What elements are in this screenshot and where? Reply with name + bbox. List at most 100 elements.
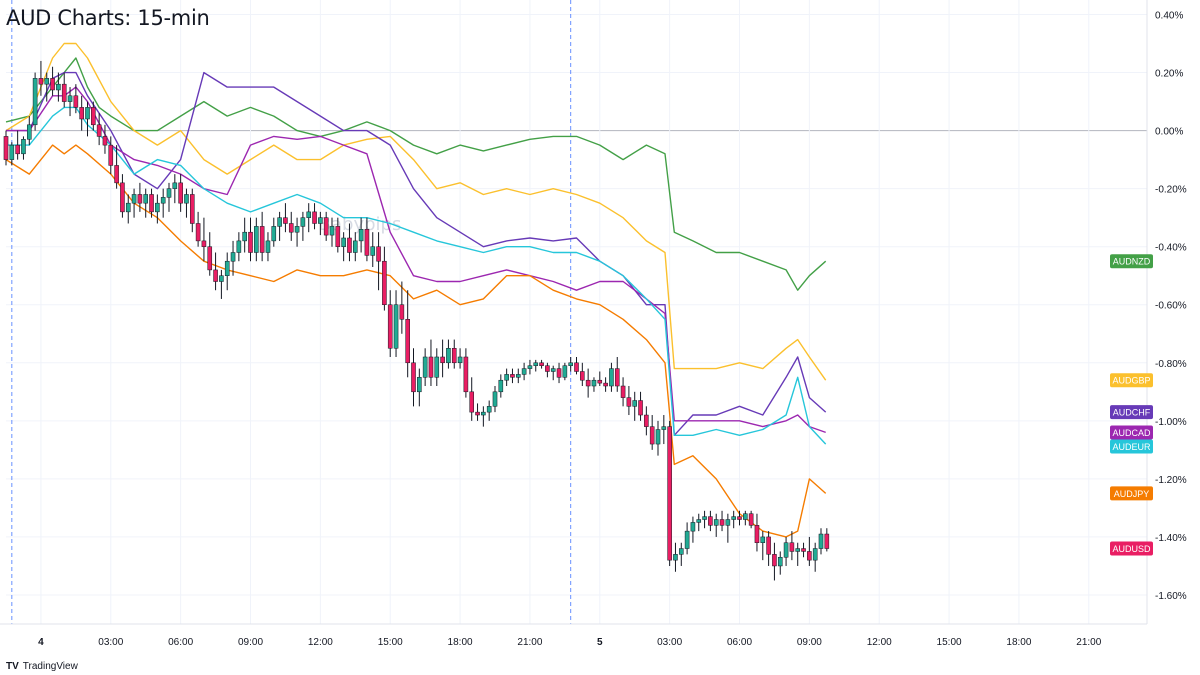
- candle-body: [440, 356, 445, 364]
- candle: [114, 145, 119, 189]
- x-tick-label: 15:00: [937, 637, 962, 648]
- candle: [277, 211, 282, 241]
- series-tag-bg: [1110, 405, 1153, 420]
- candle: [271, 217, 277, 247]
- series-tag-label: AUDUSD: [1112, 544, 1151, 554]
- series-tag-label: AUDNZD: [1113, 257, 1151, 267]
- candle: [125, 194, 131, 224]
- candle: [411, 348, 416, 407]
- candle-body: [358, 229, 364, 242]
- candle: [207, 232, 213, 276]
- candle-body: [26, 124, 32, 140]
- series-tag-bg: [1110, 541, 1153, 556]
- candle-body: [259, 226, 265, 253]
- candle: [358, 217, 364, 253]
- candle: [515, 368, 521, 384]
- candle-body: [125, 202, 131, 213]
- candle-body: [818, 533, 824, 549]
- candle-body: [417, 377, 422, 393]
- candle: [713, 513, 719, 537]
- candle-body: [603, 382, 608, 387]
- candle: [545, 362, 550, 378]
- candle: [760, 531, 766, 561]
- candle: [818, 528, 824, 555]
- candle-body: [224, 260, 230, 276]
- candle: [475, 403, 480, 421]
- candle-body: [574, 362, 579, 372]
- candle: [422, 348, 428, 387]
- candle: [708, 510, 713, 532]
- candle-body: [451, 348, 457, 364]
- candle-body: [137, 194, 143, 204]
- candle-body: [9, 144, 15, 160]
- x-tick-label: 12:00: [308, 637, 333, 648]
- candle-body: [777, 556, 783, 567]
- candle: [562, 362, 568, 381]
- candle-body: [422, 356, 428, 378]
- candle-body: [812, 548, 818, 561]
- candle: [347, 223, 352, 262]
- candle: [772, 542, 777, 581]
- candle: [661, 415, 667, 445]
- candle: [341, 232, 346, 262]
- time-axis[interactable]: 4 03:00 06:00 09:00 12:00 15:00 18:00 21:00 5 03:…: [0, 623, 1147, 648]
- series-line-audcad: [6, 86, 826, 434]
- candle: [603, 377, 608, 392]
- y-tick-label: -0.80%: [1155, 359, 1187, 370]
- candle: [725, 513, 731, 543]
- price-axis[interactable]: 0.40% 0.20% 0.00% -0.20% -0.40% -0.60% -0.80% -…: [1146, 0, 1187, 624]
- candle: [702, 510, 707, 529]
- candle-body: [131, 194, 137, 204]
- candle-body: [801, 548, 806, 552]
- candle-body: [21, 139, 26, 155]
- chart-grid: [6, 0, 1147, 624]
- candle-body: [469, 391, 475, 413]
- candle: [323, 211, 329, 241]
- candle-body: [772, 554, 777, 567]
- series-tag-label: AUDEUR: [1112, 442, 1151, 452]
- y-tick-label: -0.20%: [1155, 185, 1187, 196]
- series-tag-audchf: AUDCHF: [1110, 405, 1153, 420]
- candle: [440, 339, 445, 378]
- candle-body: [195, 223, 201, 242]
- candle-body: [79, 107, 84, 120]
- candle: [382, 246, 387, 311]
- candle: [568, 356, 573, 372]
- candle: [259, 211, 265, 262]
- candle: [731, 510, 736, 529]
- candle: [539, 359, 544, 369]
- tradingview-brand[interactable]: TV TradingView: [6, 661, 78, 672]
- candle-body: [376, 246, 381, 262]
- candle: [108, 136, 114, 175]
- candle: [748, 510, 754, 529]
- x-tick-label: 09:00: [238, 637, 263, 648]
- candle-body: [306, 211, 312, 218]
- candle: [201, 217, 207, 262]
- candle-body: [189, 194, 195, 224]
- candle-body: [3, 136, 9, 160]
- candle-body: [219, 275, 224, 282]
- candle-body: [550, 368, 556, 372]
- candle-body: [760, 536, 766, 543]
- candle-body: [387, 304, 393, 349]
- candle-body: [399, 304, 405, 320]
- candle: [737, 510, 742, 526]
- series-line-audnzd: [5, 57, 827, 291]
- candle-body: [702, 516, 707, 520]
- candle-body: [96, 124, 102, 137]
- candle: [510, 368, 515, 384]
- candle-body: [446, 348, 451, 364]
- candle: [102, 124, 108, 154]
- candle-body: [91, 107, 96, 126]
- candle-body: [498, 379, 504, 393]
- candle-body: [265, 240, 271, 253]
- candle-body: [155, 202, 160, 213]
- candle: [213, 252, 218, 291]
- candle-body: [50, 78, 55, 91]
- candle-body: [725, 519, 731, 526]
- candle: [591, 377, 597, 392]
- x-tick-label: 18:00: [448, 637, 473, 648]
- x-tick-label: 09:00: [797, 637, 822, 648]
- candle: [312, 203, 317, 230]
